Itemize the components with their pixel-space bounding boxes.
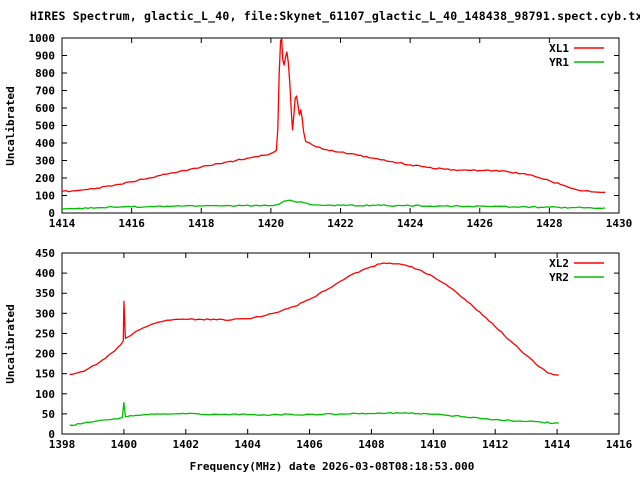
- y-tick-label: 400: [35, 267, 55, 280]
- x-tick-label: 1414: [544, 438, 571, 451]
- legend-label-YR2: YR2: [549, 271, 569, 284]
- y-tick-label: 0: [48, 207, 55, 220]
- ylabel-bottom-panel: Uncalibrated: [4, 304, 17, 383]
- x-tick-label: 1402: [173, 438, 200, 451]
- y-tick-label: 100: [35, 388, 55, 401]
- y-tick-label: 600: [35, 102, 55, 115]
- x-tick-label: 1418: [188, 217, 215, 230]
- series-line-YR1: [61, 199, 606, 210]
- y-tick-label: 200: [35, 348, 55, 361]
- plot-border: [61, 252, 620, 435]
- x-tick-label: 1426: [467, 217, 494, 230]
- series-line-XL1: [61, 38, 606, 194]
- legend-label-YR1: YR1: [549, 56, 569, 69]
- chart-title: HIRES Spectrum, glactic_L_40, file:Skyne…: [30, 9, 640, 23]
- x-tick-label: 1420: [258, 217, 285, 230]
- panel-top: 1414 1416 1418 1420 1422 1424 1426 1428 1430 0 100…: [29, 32, 633, 230]
- y-tick-label: 250: [35, 327, 55, 340]
- x-tick-label: 1430: [606, 217, 633, 230]
- plot-border: [61, 37, 620, 214]
- x-tick-label: 1414: [49, 217, 76, 230]
- y-tick-label: 350: [35, 287, 55, 300]
- y-tick-label: 50: [42, 408, 55, 421]
- ylabel-top-panel: Uncalibrated: [4, 86, 17, 165]
- y-tick-label: 800: [35, 67, 55, 80]
- y-tick-label: 300: [35, 155, 55, 168]
- x-tick-label: 1424: [397, 217, 424, 230]
- y-tick-label: 700: [35, 85, 55, 98]
- y-tick-label: 450: [35, 247, 55, 260]
- y-tick-label: 400: [35, 137, 55, 150]
- legend-label-XL2: XL2: [549, 257, 569, 270]
- y-tick-label: 300: [35, 307, 55, 320]
- series-line-XL2: [69, 262, 559, 376]
- x-tick-label: 1408: [358, 438, 385, 451]
- x-tick-label: 1416: [118, 217, 145, 230]
- x-tick-label: 1412: [482, 438, 509, 451]
- xlabel: Frequency(MHz) date 2026-03-08T08:18:53.…: [190, 460, 475, 473]
- x-tick-label: 1410: [420, 438, 447, 451]
- legend-label-XL1: XL1: [549, 42, 569, 55]
- x-tick-label: 1406: [296, 438, 323, 451]
- y-tick-label: 900: [35, 50, 55, 63]
- x-tick-label: 1428: [536, 217, 563, 230]
- x-tick-label: 1400: [111, 438, 138, 451]
- y-tick-label: 500: [35, 120, 55, 133]
- x-tick-label: 1404: [234, 438, 261, 451]
- y-tick-label: 0: [48, 428, 55, 441]
- x-tick-label: 1416: [606, 438, 633, 451]
- panel-bottom: 1398 1400 1402 1404 1406 1408 1410 1412 1414 1416…: [35, 247, 632, 451]
- y-tick-label: 100: [35, 190, 55, 203]
- y-tick-label: 1000: [29, 32, 56, 45]
- series-line-YR2: [69, 401, 559, 426]
- x-tick-label: 1398: [49, 438, 76, 451]
- y-tick-label: 200: [35, 172, 55, 185]
- x-tick-label: 1422: [327, 217, 354, 230]
- y-tick-label: 150: [35, 368, 55, 381]
